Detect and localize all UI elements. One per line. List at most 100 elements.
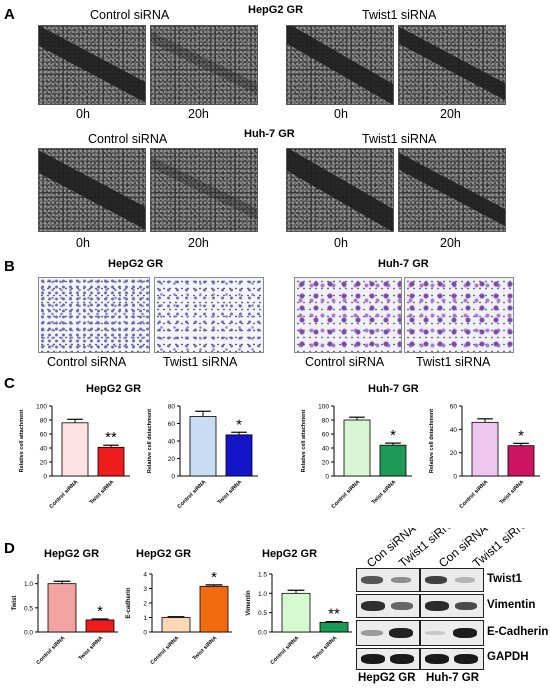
chart-huh7-attachment: 0 20 40 60 80 100 Relative cell attachment Cont… (301, 404, 412, 510)
transwell-image-hepg2-twist1 (154, 277, 264, 353)
blot-hepg2-twist1 (356, 568, 420, 592)
y-tick-label: 0.5 (24, 605, 33, 612)
chart-hepg2-detachment: 0 20 40 60 80 Relative cell detachment Control… (147, 404, 258, 510)
chart-hepg2-twist: 0.0 0.5 1.0 Twist Control siRNA * Twist siRNA (12, 574, 118, 666)
panel-a-row2-left-label: Control siRNA (88, 132, 168, 146)
y-tick-label: 40 (40, 446, 48, 453)
bar (281, 592, 311, 633)
x-category-label: Control siRNA (459, 479, 490, 510)
bar (97, 446, 125, 477)
time-label: 20h (188, 236, 209, 250)
y-tick-label: 20 (322, 460, 330, 467)
x-category-label: Control siRNA (331, 479, 362, 510)
bar (319, 621, 349, 633)
bar (507, 445, 535, 477)
x-category-label: Twist siRNA (89, 479, 116, 506)
time-label: 20h (188, 107, 209, 121)
x-category-label: Control siRNA (49, 479, 80, 510)
y-tick-label: 40 (322, 446, 330, 453)
wound-image-hepg2-twist1-20h (398, 25, 506, 105)
panel-a-row2-right-label: Twist1 siRNA (362, 132, 437, 146)
x-category-label: Control siRNA (36, 635, 67, 666)
significance-marker: ** (105, 429, 117, 446)
y-tick-label: 0.0 (24, 630, 33, 637)
panel-d-letter: D (4, 540, 15, 557)
panel-b-huh7-title: Huh-7 GR (378, 258, 429, 270)
y-tick-label: 40 (450, 427, 458, 434)
significance-marker: * (390, 427, 396, 444)
wound-image-hepg2-control-20h (150, 25, 258, 105)
blot-huh7-vimentin (420, 594, 484, 618)
y-tick-label: 80 (168, 404, 176, 411)
y-tick-label: 0.5 (258, 610, 267, 617)
blot-huh7-ecadherin (420, 620, 484, 646)
x-category-label: Twist siRNA (78, 635, 105, 662)
time-label: 0h (76, 107, 90, 121)
x-category-label: Control siRNA (177, 479, 208, 510)
bar (85, 619, 115, 633)
bar (343, 419, 371, 477)
transwell-image-huh7-twist1 (404, 277, 514, 353)
y-axis-label: Relative cell detachment (429, 409, 435, 473)
panel-d-chart3-title: HepG2 GR (262, 548, 318, 560)
panel-b-letter: B (4, 258, 15, 275)
wound-image-huh7-control-0h (38, 148, 146, 232)
y-tick-label: 1.0 (258, 591, 267, 598)
transwell-image-huh7-control (294, 277, 402, 353)
chart-hepg2-vimentin: 0.0 0.5 1.0 1.5 Vimentin Control siRNA ** Twist… (246, 572, 352, 666)
y-axis-label: Twist (12, 596, 18, 611)
blot-hepg2-vimentin (356, 594, 420, 618)
y-tick-label: 0 (143, 630, 147, 637)
y-axis-label: Relative cell detachment (147, 409, 153, 473)
panel-a-letter: A (4, 6, 15, 23)
wound-image-huh7-twist1-0h (286, 148, 394, 232)
x-category-label: Control siRNA (150, 635, 181, 666)
y-tick-label: 80 (322, 418, 330, 425)
x-category-label: Twist siRNA (192, 635, 219, 662)
chart-huh7-detachment: 0 20 40 60 Relative cell detachment Control s… (429, 404, 540, 510)
blot-protein-label: E-Cadherin (487, 626, 549, 638)
y-tick-label: 60 (168, 421, 176, 428)
panel-a-row1-title: HepG2 GR (248, 4, 304, 16)
time-label: 0h (334, 236, 348, 250)
panel-b-label: Twist1 siRNA (163, 355, 238, 369)
bar (471, 421, 499, 477)
time-label: 20h (440, 236, 461, 250)
y-tick-label: 1 (143, 615, 147, 622)
y-tick-label: 80 (40, 418, 48, 425)
bar (189, 416, 217, 477)
y-tick-label: 40 (168, 439, 176, 446)
blot-cell-line-label: HepG2 GR (358, 672, 416, 684)
time-label: 0h (334, 107, 348, 121)
significance-marker: * (236, 416, 242, 433)
x-category-label: Twist siRNA (371, 479, 398, 506)
blot-protein-label: Twist1 (487, 573, 522, 585)
bar (225, 434, 253, 477)
blot-huh7-twist1 (420, 568, 484, 592)
y-tick-label: 1.0 (24, 581, 33, 588)
y-tick-label: 100 (318, 404, 329, 411)
blot-lane-labels: Con siRNA Twist1 siRNA Con siRNA Twist1 … (364, 528, 525, 570)
chart-hepg2-ecadherin: 0 1 2 3 4 E-cadherin Control siRNA * Twist siRNA (126, 569, 232, 666)
y-tick-label: 60 (40, 432, 48, 439)
panel-b-label: Twist1 siRNA (416, 355, 491, 369)
bar (161, 617, 191, 633)
y-tick-label: 4 (143, 572, 147, 579)
y-tick-label: 3 (143, 586, 147, 593)
significance-marker: ** (328, 606, 340, 623)
y-tick-label: 20 (450, 450, 458, 457)
panel-c-hepg2-title: HepG2 GR (86, 383, 142, 395)
panel-b-label: Control siRNA (305, 355, 385, 369)
y-axis-label: E-cadherin (126, 587, 132, 618)
transwell-image-hepg2-control (38, 277, 150, 353)
y-tick-label: 2 (143, 601, 147, 608)
panel-c-huh7-title: Huh-7 GR (368, 383, 419, 395)
panel-a-row2-title: Huh-7 GR (244, 128, 295, 140)
y-axis-label: Vimentin (246, 590, 252, 616)
significance-marker: * (211, 569, 217, 586)
wound-image-hepg2-control-0h (38, 25, 146, 105)
y-axis-label: Relative cell attachment (301, 410, 307, 473)
y-tick-label: 20 (40, 460, 48, 467)
y-tick-label: 0 (171, 474, 175, 481)
panel-d-chart1-title: HepG2 GR (44, 548, 100, 560)
